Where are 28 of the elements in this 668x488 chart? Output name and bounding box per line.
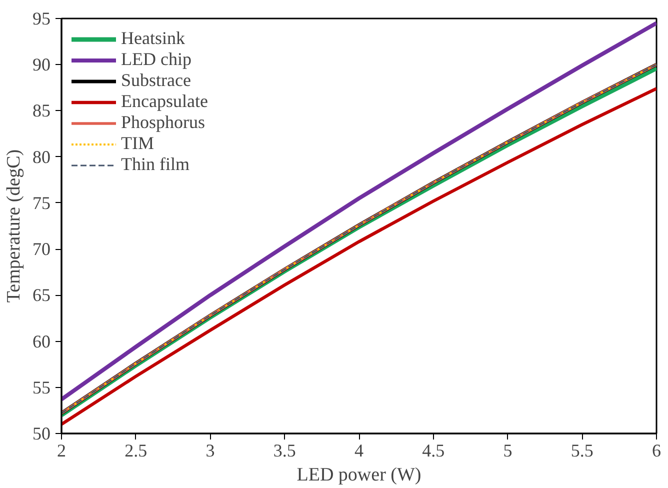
x-tick-label: 5.5 (570, 440, 594, 460)
legend-label: TIM (121, 133, 154, 154)
legend-label: LED chip (121, 49, 192, 70)
y-tick-label: 90 (32, 54, 50, 75)
x-axis-title: LED power (W) (296, 464, 422, 486)
y-tick-label: 80 (32, 146, 50, 167)
y-tick-label: 60 (32, 331, 50, 352)
x-tick-label: 6 (652, 440, 661, 460)
y-tick-label: 50 (32, 424, 50, 444)
legend-label: Substrace (121, 70, 191, 91)
x-tick-label: 4 (354, 440, 364, 460)
x-tick-label: 3 (206, 440, 215, 460)
x-tick-label: 4.5 (422, 440, 445, 460)
y-tick-label: 55 (32, 377, 50, 398)
y-tick-label: 65 (32, 285, 50, 306)
y-axis-title: Temperature (degC) (4, 149, 24, 303)
y-tick-label: 95 (32, 8, 50, 28)
y-tick-label: 70 (32, 239, 50, 260)
legend-label: Encapsulate (121, 91, 208, 112)
x-tick-label: 2.5 (124, 440, 148, 460)
x-tick-label: 5 (503, 440, 512, 460)
y-tick-label: 85 (32, 100, 50, 121)
x-tick-label: 2 (57, 440, 66, 460)
legend-label: Phosphorus (121, 112, 206, 133)
legend-label: Heatsink (121, 28, 185, 49)
x-tick-label: 3.5 (273, 440, 296, 460)
y-tick-label: 75 (32, 192, 50, 213)
legend-label: Thin film (121, 154, 190, 175)
